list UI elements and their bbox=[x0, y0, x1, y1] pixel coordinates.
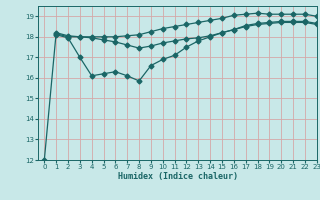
X-axis label: Humidex (Indice chaleur): Humidex (Indice chaleur) bbox=[118, 172, 238, 181]
